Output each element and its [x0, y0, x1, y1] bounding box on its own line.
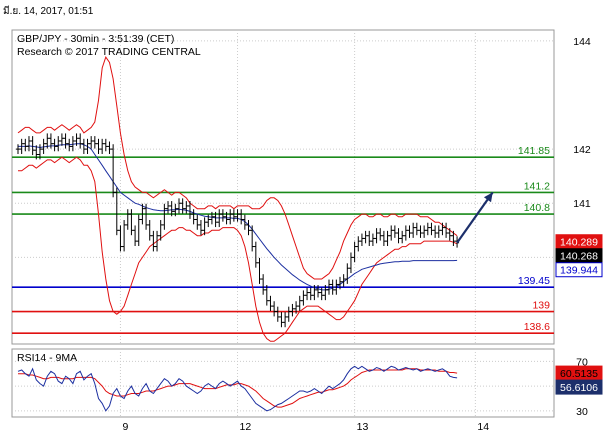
level-label: 140.8: [524, 202, 550, 214]
projection-arrow-shaft: [456, 191, 494, 244]
bollinger-upper-line: [17, 55, 458, 280]
price-panel-frame: [11, 29, 555, 345]
price-value-label: 139.944: [560, 265, 598, 277]
level-label: 139.45: [518, 275, 550, 287]
rsi-value-label-box: [555, 379, 603, 395]
level-label: 138.6: [524, 321, 550, 333]
time-tick-label: 12: [240, 421, 252, 433]
chart-title: GBP/JPY - 30min - 3:51:39 (CET): [17, 33, 174, 45]
price-value-label-box: [555, 262, 603, 278]
rsi-ma-line: [18, 368, 458, 408]
level-label: 139: [532, 300, 550, 312]
price-value-label: 140.289: [560, 237, 598, 249]
level-label: 141.85: [518, 145, 550, 157]
price-tick-label: 142: [573, 144, 591, 156]
rsi-panel-title: RSI14 - 9MA: [17, 352, 77, 364]
price-value-label: 140.268: [560, 251, 598, 263]
time-tick-label: 9: [122, 421, 128, 433]
chart-datetime: มี.ย. 14, 2017, 01:51: [3, 6, 94, 17]
rsi-tick-label: 30: [576, 406, 588, 418]
bollinger-lower-line: [18, 156, 458, 342]
time-tick-label: 13: [357, 421, 369, 433]
price-tick-label: 141: [573, 198, 591, 210]
projection-arrow-head: [483, 192, 493, 203]
level-label: 141.2: [524, 180, 550, 192]
rsi-value-label: 60.5135: [560, 368, 598, 380]
time-tick-label: 14: [477, 421, 489, 433]
rsi-panel-frame: [11, 348, 555, 418]
rsi-tick-label: 70: [576, 356, 588, 368]
chart-subtitle: Research © 2017 TRADING CENTRAL: [17, 46, 201, 58]
rsi-line: [17, 365, 458, 412]
price-tick-label: 144: [573, 36, 591, 48]
rsi-value-label: 56.6106: [560, 382, 598, 394]
